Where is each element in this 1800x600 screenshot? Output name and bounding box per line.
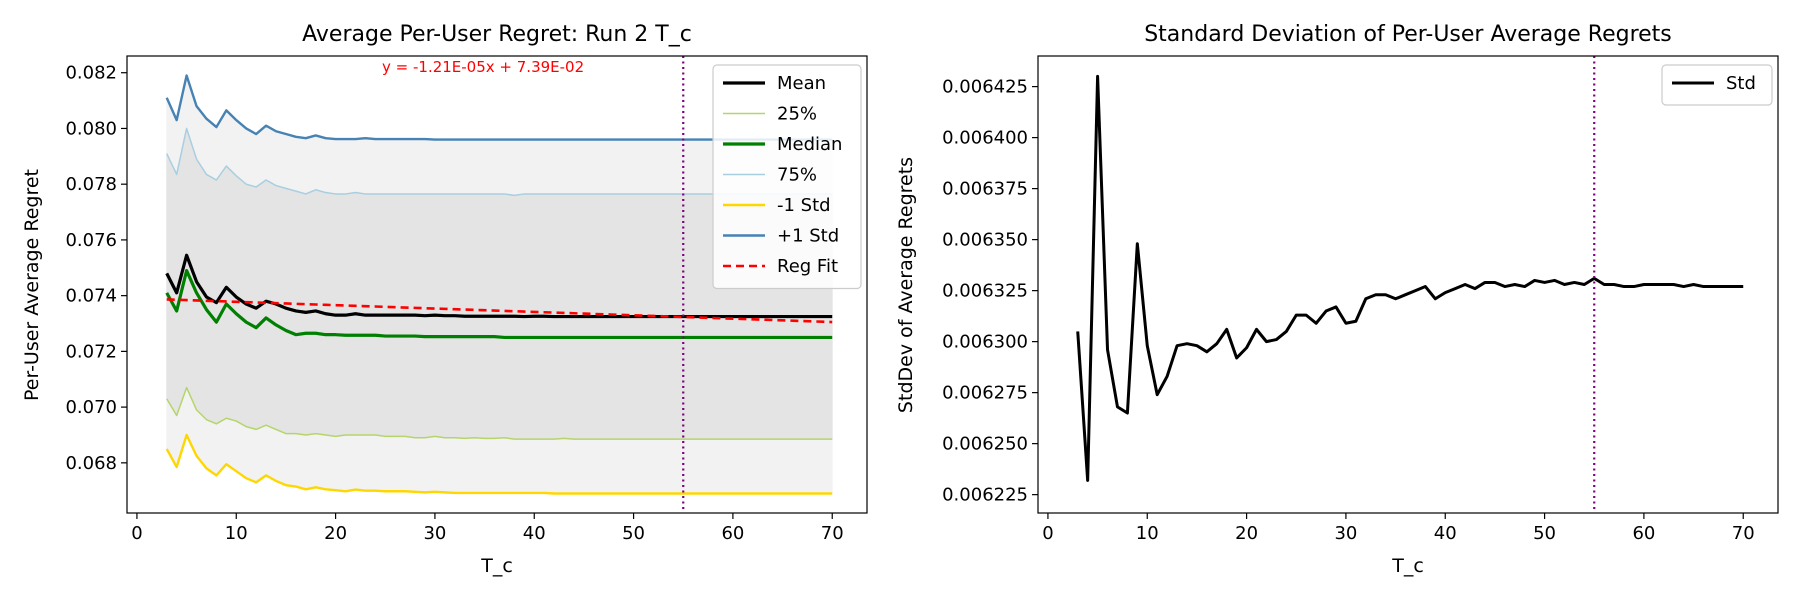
y-tick-label: 0.006250: [942, 434, 1028, 455]
y-tick-label: 0.006350: [942, 230, 1028, 251]
y-tick-label: 0.006225: [942, 485, 1028, 506]
left-chart: Average Per-User Regret: Run 2 T_c 0 10 20…: [21, 22, 868, 577]
y-tick-label: 0.072: [65, 341, 117, 362]
y-tick-label: 0.078: [65, 174, 117, 195]
right-x-axis-label: T_c: [1391, 555, 1424, 577]
legend-box: [1661, 64, 1773, 106]
series-line-25: [166, 386, 833, 440]
series-line-1-std: [165, 433, 833, 495]
series-line-reg-fit: [166, 298, 833, 324]
y-tick-label: 0.006300: [942, 332, 1028, 353]
left-chart-title: Average Per-User Regret: Run 2 T_c: [302, 22, 692, 47]
right-y-ticks: 0.006225 0.006250 0.006275 0.006300 0.006325…: [942, 77, 1038, 506]
left-x-axis-label: T_c: [480, 555, 513, 577]
right-series-lines: [1076, 74, 1744, 482]
left-x-ticks: 0 10 20 30 40 50 60 70: [131, 513, 844, 544]
legend-box: [712, 64, 862, 290]
legend-label: 75%: [777, 165, 817, 186]
left-y-axis-label: Per-User Average Regret: [21, 169, 43, 401]
legend-label: Median: [777, 134, 842, 155]
x-tick-label: 50: [1533, 523, 1556, 544]
right-chart-title: Standard Deviation of Per-User Average R…: [1144, 22, 1672, 47]
legend-label: 25%: [777, 104, 817, 125]
right-y-axis-label: StdDev of Average Regrets: [895, 157, 917, 413]
y-tick-label: 0.068: [65, 453, 117, 474]
series-line-median: [165, 268, 833, 340]
x-tick-label: 30: [1334, 523, 1357, 544]
right-plot-frame: [1037, 55, 1779, 514]
y-tick-label: 0.076: [65, 230, 117, 251]
y-tick-label: 0.006425: [942, 77, 1028, 98]
y-tick-label: 0.070: [65, 397, 117, 418]
left-legend: Mean 25% Median 75% -1 Std +1 Std Reg Fit: [712, 64, 862, 290]
y-tick-label: 0.006325: [942, 281, 1028, 302]
x-tick-label: 0: [131, 523, 142, 544]
legend-label: +1 Std: [777, 226, 839, 247]
right-x-ticks: 0 10 20 30 40 50 60 70: [1042, 513, 1755, 544]
left-fill-bands: [166, 73, 833, 494]
x-tick-label: 20: [324, 523, 347, 544]
series-line-std: [1076, 74, 1744, 482]
legend-label: Std: [1726, 73, 1756, 94]
regression-equation-annotation: y = -1.21E-05x + 7.39E-02: [382, 58, 584, 76]
x-tick-label: 60: [1632, 523, 1655, 544]
x-tick-label: 40: [1434, 523, 1457, 544]
x-tick-label: 50: [622, 523, 645, 544]
y-tick-label: 0.074: [65, 286, 117, 307]
x-tick-label: 0: [1042, 523, 1053, 544]
right-legend: Std: [1661, 64, 1773, 106]
y-tick-label: 0.082: [65, 63, 117, 84]
x-tick-label: 10: [1136, 523, 1159, 544]
legend-label: Reg Fit: [777, 256, 838, 277]
x-tick-label: 70: [1732, 523, 1755, 544]
series-line-mean: [165, 253, 833, 319]
x-tick-label: 30: [423, 523, 446, 544]
x-tick-label: 10: [225, 523, 248, 544]
x-tick-label: 70: [821, 523, 844, 544]
y-tick-label: 0.080: [65, 118, 117, 139]
left-y-ticks: 0.068 0.070 0.072 0.074 0.076 0.078 0.080 0.082: [65, 63, 127, 474]
left-plot-frame: [126, 55, 868, 514]
y-tick-label: 0.006375: [942, 179, 1028, 200]
y-tick-label: 0.006275: [942, 383, 1028, 404]
x-tick-label: 40: [523, 523, 546, 544]
legend-label: -1 Std: [777, 195, 831, 216]
right-chart: Standard Deviation of Per-User Average R…: [895, 22, 1779, 577]
legend-label: Mean: [777, 73, 826, 94]
x-tick-label: 20: [1235, 523, 1258, 544]
x-tick-label: 60: [721, 523, 744, 544]
y-tick-label: 0.006400: [942, 128, 1028, 149]
